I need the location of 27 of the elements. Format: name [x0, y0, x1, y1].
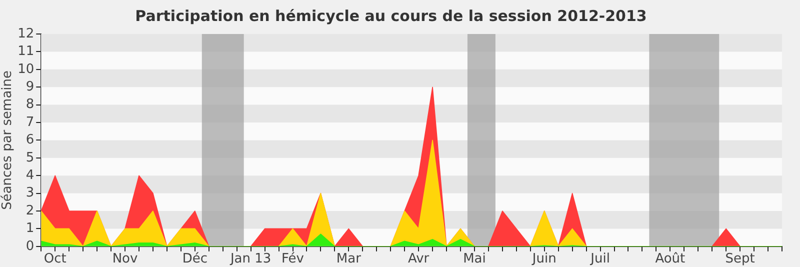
x-tick-label: Fév: [282, 252, 304, 267]
x-tick-label: Jan 13: [229, 252, 272, 267]
x-tick-label: Juil: [590, 252, 610, 267]
y-tick-label: 10: [18, 62, 34, 77]
x-tick-label: Oct: [44, 252, 66, 267]
x-tick-label: Mai: [463, 252, 486, 267]
y-tick-label: 9: [26, 79, 34, 94]
y-tick-label: 11: [18, 44, 34, 60]
x-tick-label: Déc: [182, 252, 208, 267]
y-tick-label: 0: [26, 238, 34, 254]
x-tick-label: Avr: [408, 252, 430, 267]
y-tick-label: 7: [26, 114, 34, 130]
y-axis-title: Séances par semaine: [0, 70, 16, 210]
x-tick-label: Mar: [336, 252, 362, 267]
y-tick-label: 8: [26, 97, 34, 112]
chart-title: Participation en hémicycle au cours de la session 2012-2013: [135, 6, 647, 25]
x-tick-label: Nov: [112, 252, 138, 267]
y-tick-label: 3: [26, 186, 34, 201]
x-tick-label: Août: [655, 252, 686, 267]
y-tick-label: 2: [26, 203, 34, 218]
x-tick-label: Sept: [725, 252, 755, 267]
y-tick-label: 12: [18, 26, 34, 42]
y-tick-label: 4: [26, 168, 34, 183]
x-tick-label: Juin: [531, 252, 556, 267]
y-tick-label: 5: [26, 150, 34, 166]
y-tick-label: 6: [26, 132, 34, 148]
y-tick-label: 1: [26, 221, 34, 236]
